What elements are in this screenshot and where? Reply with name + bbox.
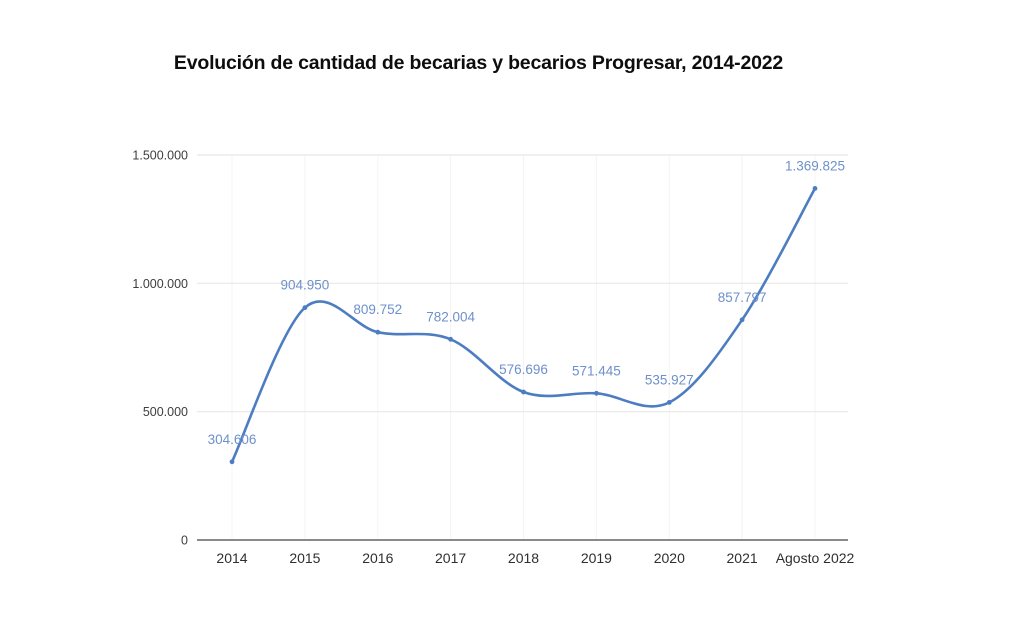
data-point-label: 904.950	[280, 278, 329, 293]
chart-title: Evolución de cantidad de becarias y beca…	[173, 52, 784, 74]
data-point-marker	[229, 459, 235, 465]
data-point-marker	[448, 336, 453, 342]
y-axis-tick-label: 1.000.000	[132, 277, 188, 291]
data-point-label: 304.606	[208, 432, 257, 447]
x-axis-tick-label: 2017	[435, 550, 466, 566]
data-point-label: 1.369.825	[785, 158, 845, 173]
data-point-marker	[521, 389, 526, 395]
x-axis-tick-label: Agosto 2022	[776, 550, 855, 566]
x-axis-tick-label: 2021	[727, 550, 758, 566]
data-point-marker	[302, 305, 308, 311]
data-point-label: 571.445	[572, 363, 621, 378]
y-axis-tick-label: 500.000	[143, 405, 188, 419]
data-point-label: 809.752	[353, 302, 402, 317]
data-point-marker	[594, 390, 599, 396]
data-point-marker	[739, 317, 745, 323]
data-point-marker	[375, 329, 381, 335]
y-axis-tick-label: 1.500.000	[132, 149, 188, 163]
x-axis-tick-label: 2015	[289, 550, 320, 566]
x-axis-tick-label: 2018	[508, 550, 539, 566]
data-point-label: 535.927	[645, 372, 694, 387]
data-point-label: 857.797	[718, 290, 767, 305]
x-axis-tick-label: 2016	[362, 550, 393, 566]
x-axis-tick-label: 2019	[581, 550, 612, 566]
x-axis-tick-label: 2014	[216, 550, 247, 566]
data-point-marker	[812, 186, 818, 191]
data-point-label: 782.004	[426, 309, 475, 324]
data-point-marker	[666, 400, 672, 405]
y-axis-tick-label: 0	[181, 534, 188, 548]
data-point-label: 576.696	[499, 362, 548, 377]
x-axis-tick-label: 2020	[654, 550, 685, 566]
